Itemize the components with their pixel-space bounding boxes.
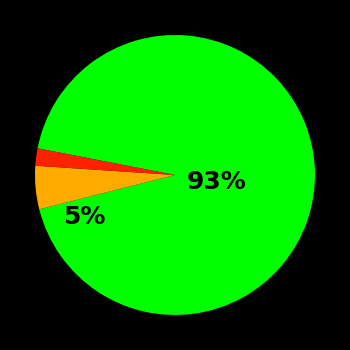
Wedge shape bbox=[35, 148, 175, 175]
Wedge shape bbox=[35, 166, 175, 209]
Text: 93%: 93% bbox=[187, 170, 247, 194]
Wedge shape bbox=[37, 35, 315, 315]
Text: 5%: 5% bbox=[63, 205, 105, 229]
